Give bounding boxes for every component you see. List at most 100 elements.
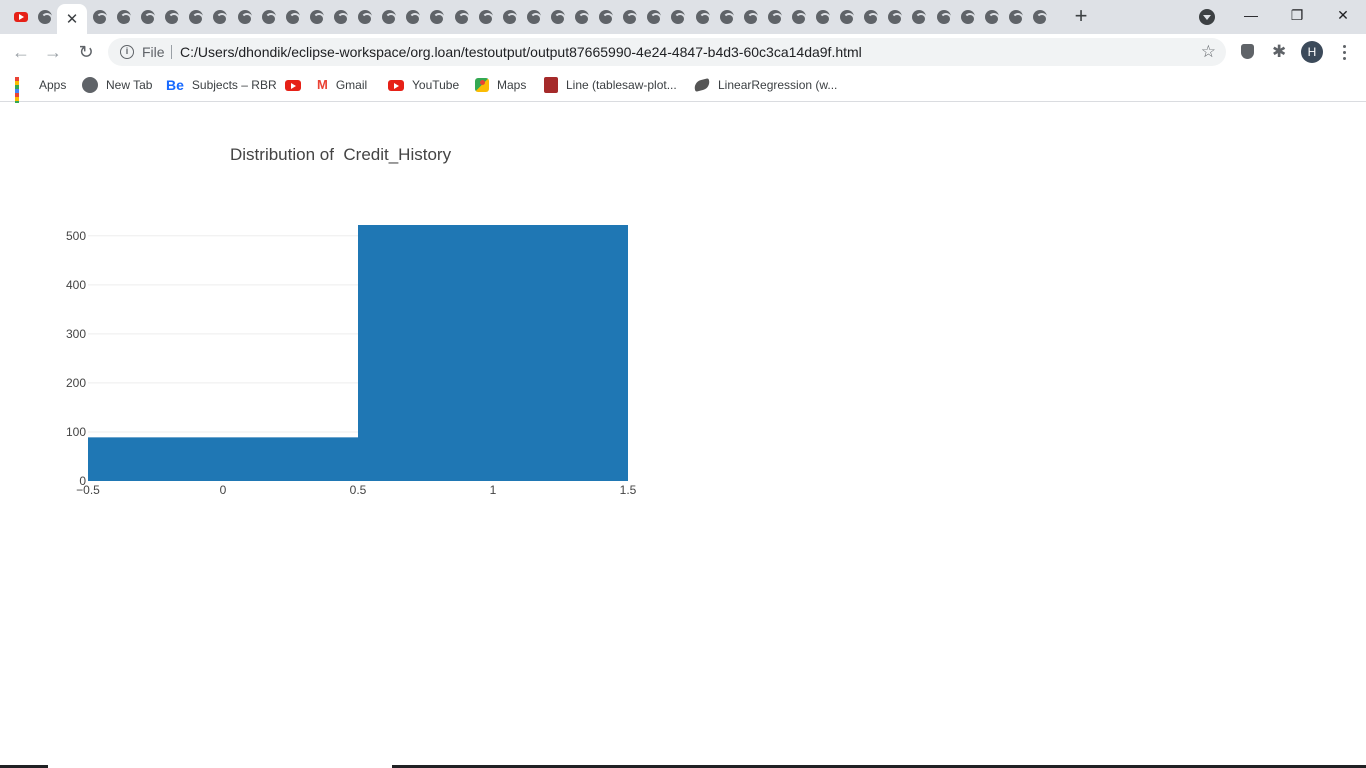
tab-local-file[interactable] xyxy=(329,6,353,28)
bookmark-star-icon[interactable]: ☆ xyxy=(1200,42,1216,61)
x-tick-label: 0 xyxy=(220,483,227,497)
bookmark-new-tab[interactable]: New Tab xyxy=(82,76,152,94)
globe-icon xyxy=(382,10,397,25)
globe-icon xyxy=(189,10,204,25)
browser-menu-icon[interactable] xyxy=(1336,42,1352,62)
extensions-puzzle-icon[interactable]: ✱ xyxy=(1272,42,1287,61)
bookmark-youtube[interactable]: YouTube xyxy=(388,76,459,94)
tab-local-file[interactable] xyxy=(498,6,522,28)
bookmark-subjects-rbr[interactable]: Be Subjects – RBR xyxy=(166,76,277,94)
minimize-button[interactable]: — xyxy=(1244,7,1258,23)
site-info-icon[interactable]: i xyxy=(120,45,134,59)
histogram-bar xyxy=(88,437,358,481)
tab-local-file[interactable] xyxy=(305,6,329,28)
tab-local-file[interactable] xyxy=(233,6,257,28)
bookmark-apps[interactable]: Apps xyxy=(15,76,66,113)
globe-icon xyxy=(479,10,494,25)
tab-local-file[interactable] xyxy=(450,6,474,28)
tab-local-file[interactable] xyxy=(184,6,208,28)
tab-local-file[interactable] xyxy=(932,6,956,28)
globe-icon xyxy=(888,10,903,25)
tab-local-file[interactable] xyxy=(980,6,1004,28)
tab-local-file[interactable] xyxy=(474,6,498,28)
url-text[interactable]: C:/Users/dhondik/eclipse-workspace/org.l… xyxy=(180,44,862,60)
tab-local-file[interactable] xyxy=(136,6,160,28)
tab-local-file[interactable] xyxy=(160,6,184,28)
bookmark-gmail[interactable]: M Gmail xyxy=(317,76,367,94)
tab-local-file[interactable] xyxy=(666,6,690,28)
gmail-icon: M xyxy=(317,77,328,92)
reload-button[interactable]: ↻ xyxy=(78,42,94,62)
bookmark-line-tablesaw[interactable]: Line (tablesaw-plot... xyxy=(544,76,677,94)
tab-local-file[interactable] xyxy=(763,6,787,28)
globe-icon xyxy=(768,10,783,25)
tab-local-file[interactable] xyxy=(570,6,594,28)
new-tab-button[interactable]: + xyxy=(1074,3,1088,28)
address-bar[interactable]: i File C:/Users/dhondik/eclipse-workspac… xyxy=(108,38,1226,66)
tab-strip: ✕ + — ❐ ✕ xyxy=(0,0,1366,34)
globe-icon xyxy=(985,10,1000,25)
restore-button[interactable]: ❐ xyxy=(1290,7,1304,23)
tab-local-file[interactable] xyxy=(715,6,739,28)
bookmark-linear-regression[interactable]: LinearRegression (w... xyxy=(692,76,837,94)
youtube-icon xyxy=(14,12,28,22)
tab-local-file[interactable] xyxy=(594,6,618,28)
globe-icon xyxy=(334,10,349,25)
globe-icon xyxy=(503,10,518,25)
url-scheme-label: File xyxy=(142,44,165,60)
globe-icon xyxy=(1009,10,1024,25)
globe-icon xyxy=(575,10,590,25)
tab-local-file[interactable] xyxy=(811,6,835,28)
tab-local-file[interactable] xyxy=(425,6,449,28)
tab-local-file[interactable] xyxy=(1028,6,1052,28)
tab-local-file[interactable] xyxy=(835,6,859,28)
globe-icon xyxy=(406,10,421,25)
tab-local-file[interactable] xyxy=(859,6,883,28)
tab-local-file[interactable] xyxy=(353,6,377,28)
y-tick-label: 100 xyxy=(66,425,86,439)
globe-icon xyxy=(816,10,831,25)
tab-search-button[interactable] xyxy=(1199,9,1215,25)
globe-icon xyxy=(912,10,927,25)
shield-extension-icon[interactable] xyxy=(1241,44,1254,59)
youtube-icon xyxy=(285,79,301,91)
profile-avatar[interactable]: H xyxy=(1301,41,1323,63)
page-content: Distribution of Credit_History 0 100 200 30… xyxy=(0,103,1366,766)
globe-icon xyxy=(455,10,470,25)
tab-local-file[interactable] xyxy=(907,6,931,28)
tab-local-file[interactable] xyxy=(208,6,232,28)
forward-button[interactable]: → xyxy=(44,42,62,62)
tab-local-file[interactable] xyxy=(691,6,715,28)
tab-local-file[interactable] xyxy=(33,6,57,28)
tab-local-file[interactable] xyxy=(883,6,907,28)
y-tick-label: 300 xyxy=(66,327,86,341)
globe-icon xyxy=(286,10,301,25)
tab-active-close[interactable]: ✕ xyxy=(57,4,87,34)
tab-local-file[interactable] xyxy=(377,6,401,28)
bookmarks-bar: Apps New Tab Be Subjects – RBR M Gmail Y… xyxy=(0,70,1366,113)
tab-local-file[interactable] xyxy=(281,6,305,28)
bookmark-label: Line (tablesaw-plot... xyxy=(566,78,677,92)
tab-local-file[interactable] xyxy=(642,6,666,28)
bookmark-youtube-icon-only[interactable] xyxy=(285,76,309,94)
globe-icon xyxy=(93,10,108,25)
back-button[interactable]: ← xyxy=(12,42,30,62)
tab-local-file[interactable] xyxy=(401,6,425,28)
tab-youtube[interactable] xyxy=(9,6,33,28)
tab-local-file[interactable] xyxy=(618,6,642,28)
tab-local-file[interactable] xyxy=(739,6,763,28)
tab-local-file[interactable] xyxy=(956,6,980,28)
close-window-button[interactable]: ✕ xyxy=(1337,7,1349,23)
tab-local-file[interactable] xyxy=(88,6,112,28)
y-tick-label: 500 xyxy=(66,229,86,243)
x-tick-label: 1 xyxy=(490,483,497,497)
tab-local-file[interactable] xyxy=(1004,6,1028,28)
tab-local-file[interactable] xyxy=(257,6,281,28)
tab-local-file[interactable] xyxy=(112,6,136,28)
tab-local-file[interactable] xyxy=(522,6,546,28)
tab-local-file[interactable] xyxy=(787,6,811,28)
histogram-bar xyxy=(358,225,628,481)
tab-local-file[interactable] xyxy=(546,6,570,28)
bookmark-maps[interactable]: Maps xyxy=(475,76,526,94)
